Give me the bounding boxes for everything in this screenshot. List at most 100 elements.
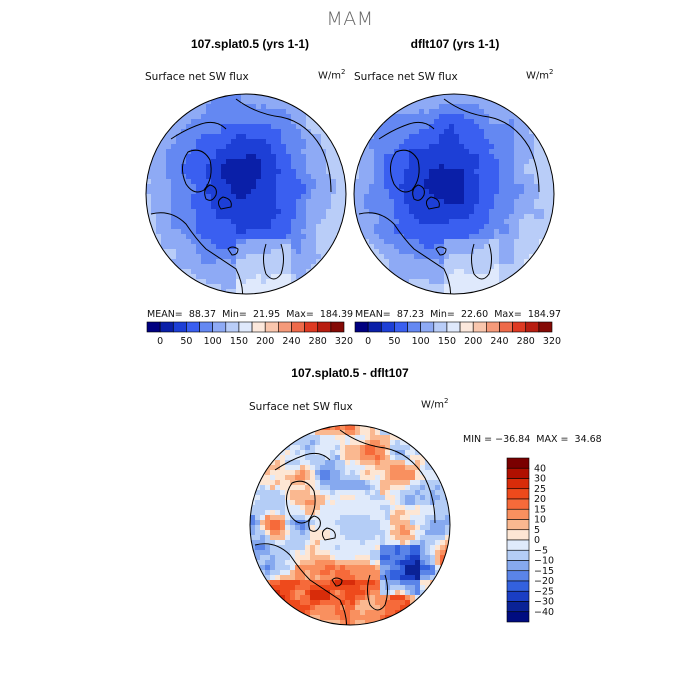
map-cell <box>271 274 277 280</box>
map-cell <box>256 199 262 205</box>
map-cell <box>156 164 162 170</box>
map-cell <box>354 179 360 185</box>
map-cell <box>316 254 322 260</box>
map-cell <box>494 234 500 240</box>
map-cell <box>494 144 500 150</box>
map-cell <box>459 289 465 294</box>
map-cell <box>529 229 535 235</box>
map-cell <box>519 244 525 250</box>
map-cell <box>291 139 297 145</box>
map-cell <box>246 174 252 180</box>
map-cell <box>166 229 172 235</box>
map-cell <box>400 585 406 591</box>
map-cell <box>539 214 545 220</box>
map-cell <box>325 560 331 566</box>
map-cell <box>236 114 242 120</box>
map-cell <box>454 264 460 270</box>
map-cell <box>435 525 441 531</box>
map-cell <box>166 179 172 185</box>
coastline <box>412 184 425 201</box>
map-cell <box>335 595 341 601</box>
map-cell <box>514 219 520 225</box>
map-cell <box>281 224 287 230</box>
map-cell <box>404 144 410 150</box>
map-cell <box>379 219 385 225</box>
map-cell <box>414 209 420 215</box>
map-cell <box>434 224 440 230</box>
map-cell <box>290 585 296 591</box>
map-cell <box>241 254 247 260</box>
map-cell <box>514 199 520 205</box>
map-cell <box>305 590 311 596</box>
map-cell <box>270 495 276 501</box>
map-cell <box>286 234 292 240</box>
map-cell <box>430 565 436 571</box>
map-cell <box>271 129 277 135</box>
map-cell <box>306 194 312 200</box>
map-cell <box>226 279 232 285</box>
map-cell <box>251 189 257 195</box>
map-cell <box>191 154 197 160</box>
map-cell <box>405 445 411 451</box>
map-cell <box>414 249 420 255</box>
map-cell <box>340 605 346 611</box>
map-cell <box>310 440 316 446</box>
map-cell <box>231 159 237 165</box>
map-cell <box>484 284 490 290</box>
coastline <box>339 429 436 524</box>
map-cell <box>231 289 237 294</box>
map-cell <box>331 229 337 235</box>
map-cell <box>410 475 416 481</box>
map-cell <box>270 525 276 531</box>
map-cell <box>379 144 385 150</box>
map-cell <box>374 134 380 140</box>
map-cell <box>310 600 316 606</box>
map-cell <box>151 174 157 180</box>
map-cell <box>414 164 420 170</box>
map-cell <box>281 204 287 210</box>
map-cell <box>524 194 530 200</box>
map-cell <box>385 575 391 581</box>
map-cell <box>365 535 371 541</box>
map-cell <box>226 194 232 200</box>
map-cell <box>350 525 356 531</box>
map-cell <box>300 605 306 611</box>
map-cell <box>306 214 312 220</box>
map-cell <box>315 450 321 456</box>
map-cell <box>305 535 311 541</box>
map-cell <box>280 500 286 506</box>
map-cell <box>364 209 370 215</box>
map-cell <box>290 490 296 496</box>
map-cell <box>310 535 316 541</box>
map-cell <box>514 239 520 245</box>
map-cell <box>301 179 307 185</box>
colorbar-swatch <box>420 321 435 333</box>
map-cell <box>315 445 321 451</box>
map-cell <box>236 164 242 170</box>
map-cell <box>474 179 480 185</box>
map-cell <box>300 440 306 446</box>
map-cell <box>231 279 237 285</box>
map-cell <box>425 570 431 576</box>
map-cell <box>316 199 322 205</box>
map-cell <box>350 450 356 456</box>
map-cell <box>529 239 535 245</box>
map-cell <box>306 144 312 150</box>
map-cell <box>286 199 292 205</box>
map-cell <box>221 164 227 170</box>
map-cell <box>306 184 312 190</box>
map-cell <box>231 129 237 135</box>
map-cell <box>290 590 296 596</box>
map-cell <box>425 470 431 476</box>
map-cell <box>301 229 307 235</box>
map-cell <box>266 199 272 205</box>
map-cell <box>226 184 232 190</box>
map-cell <box>181 154 187 160</box>
colorbar-tick-label: 100 <box>412 336 430 347</box>
map-cell <box>281 239 287 245</box>
map-cell <box>459 144 465 150</box>
colorbar-swatch <box>159 321 174 333</box>
map-cell <box>434 179 440 185</box>
map-cell <box>161 234 167 240</box>
map-cell <box>464 224 470 230</box>
